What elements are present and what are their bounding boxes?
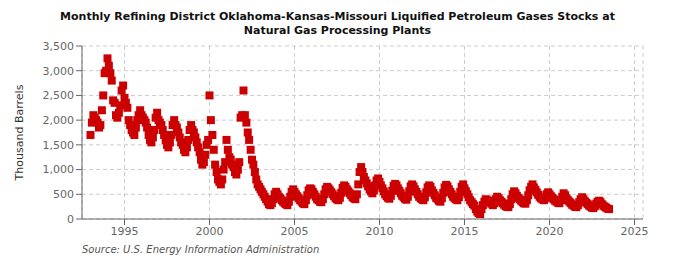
- svg-text:2005: 2005: [281, 225, 309, 238]
- svg-text:3,000: 3,000: [43, 65, 75, 78]
- html-text:Natural Gas Processing Plants: Natural Gas Processing Plants: [243, 24, 432, 37]
- html-text:Source: U.S. Energy Informatio: Source: U.S. Energy Information Administ…: [82, 244, 320, 255]
- svg-text:2,000: 2,000: [43, 114, 75, 127]
- svg-text:2010: 2010: [366, 225, 394, 238]
- svg-text:2025: 2025: [621, 225, 649, 238]
- svg-text:0: 0: [67, 213, 74, 226]
- svg-text:500: 500: [53, 188, 74, 201]
- svg-text:3,500: 3,500: [43, 40, 75, 53]
- svg-text:2020: 2020: [536, 225, 564, 238]
- svg-text:1995: 1995: [111, 225, 139, 238]
- svg-text:2015: 2015: [451, 225, 479, 238]
- svg-text:2000: 2000: [196, 225, 224, 238]
- svg-text:2,500: 2,500: [43, 89, 75, 102]
- html-text:Monthly Refining District Okla: Monthly Refining District Oklahoma-Kansa…: [60, 10, 615, 23]
- svg-text:1,000: 1,000: [43, 163, 75, 176]
- svg-text:1,500: 1,500: [43, 139, 75, 152]
- svg-text:Thousand Barrels: Thousand Barrels: [13, 84, 26, 181]
